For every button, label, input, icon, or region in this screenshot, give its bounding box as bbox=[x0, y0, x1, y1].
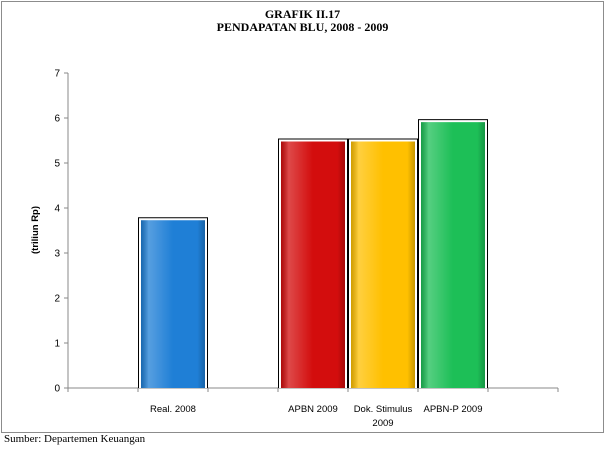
category-label: APBN-P 2009 bbox=[424, 404, 483, 415]
y-tick-label: 4 bbox=[54, 204, 60, 215]
bar-shading bbox=[141, 220, 205, 388]
bars bbox=[138, 119, 488, 388]
bar-shading bbox=[281, 142, 345, 389]
y-tick-label: 0 bbox=[54, 384, 60, 395]
source-note: Sumber: Departemen Keuangan bbox=[4, 433, 145, 445]
bar-shading bbox=[421, 122, 485, 388]
x-ticks bbox=[68, 388, 558, 392]
y-tick-label: 6 bbox=[54, 114, 60, 125]
category-label: APBN 2009 bbox=[288, 404, 338, 415]
y-tick-label: 3 bbox=[54, 249, 60, 260]
category-labels: Real. 2008 APBN 2009 Dok. Stimulus 2009 APBN… bbox=[150, 404, 482, 429]
category-label: Real. 2008 bbox=[150, 404, 196, 415]
y-tick-label: 7 bbox=[54, 69, 60, 80]
y-tick-label: 1 bbox=[54, 339, 60, 350]
y-ticks: 0 1 2 3 4 5 6 7 bbox=[54, 69, 68, 395]
y-tick-label: 5 bbox=[54, 159, 60, 170]
y-tick-label: 2 bbox=[54, 294, 60, 305]
bar-shading bbox=[351, 142, 415, 389]
category-label: 2009 bbox=[372, 418, 393, 429]
category-label: Dok. Stimulus bbox=[354, 404, 413, 415]
y-axis-label: (triliun Rp) bbox=[30, 206, 41, 254]
